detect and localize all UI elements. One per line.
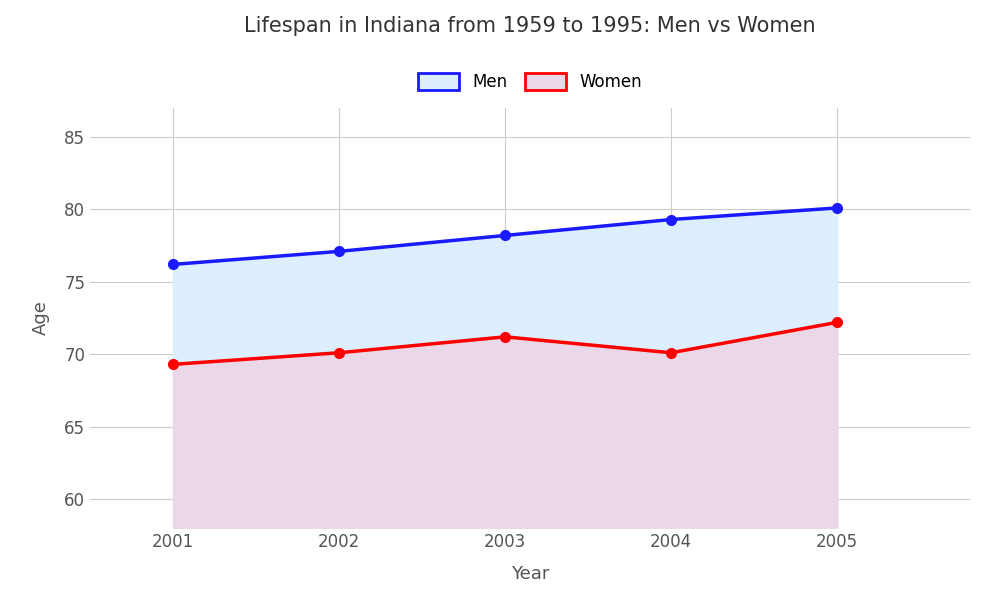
Women bbox=[499, 333, 511, 340]
X-axis label: Year: Year bbox=[511, 565, 549, 583]
Women bbox=[665, 349, 677, 356]
Line: Women: Women bbox=[168, 317, 842, 369]
Men bbox=[333, 248, 345, 255]
Women bbox=[333, 349, 345, 356]
Women bbox=[831, 319, 843, 326]
Women bbox=[167, 361, 179, 368]
Men bbox=[665, 216, 677, 223]
Men bbox=[167, 261, 179, 268]
Line: Men: Men bbox=[168, 203, 842, 269]
Y-axis label: Age: Age bbox=[32, 301, 50, 335]
Title: Lifespan in Indiana from 1959 to 1995: Men vs Women: Lifespan in Indiana from 1959 to 1995: M… bbox=[244, 16, 816, 35]
Men bbox=[831, 205, 843, 212]
Legend: Men, Women: Men, Women bbox=[411, 66, 649, 97]
Men bbox=[499, 232, 511, 239]
